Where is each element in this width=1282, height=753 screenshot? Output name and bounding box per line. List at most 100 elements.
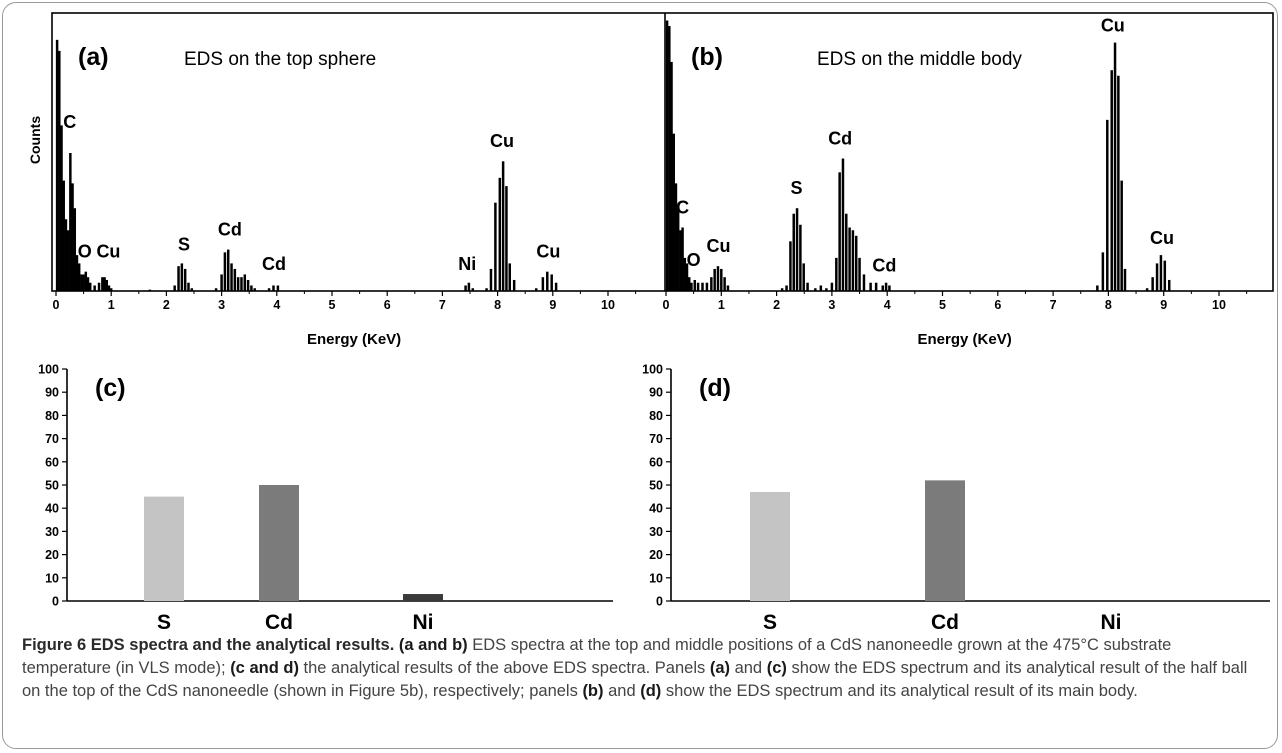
spectrum-point [534, 288, 538, 291]
bar-ni [403, 594, 443, 601]
panel-label: (b) [691, 43, 723, 71]
peak-label: Cu [1101, 15, 1125, 35]
spectrum-point [670, 61, 673, 291]
spectrum-point [180, 263, 184, 291]
spectrum-point [246, 279, 250, 291]
spectrum-point [494, 202, 497, 291]
spectrum-point [71, 183, 74, 291]
peak-label: Cu [707, 236, 731, 256]
spectrum-point [884, 282, 888, 291]
spectrum-point [177, 266, 180, 291]
caption-text: EDS spectra at the top and middle positi… [22, 636, 1172, 677]
y-tick-label: 40 [649, 502, 663, 516]
x-tick-label: 3 [828, 298, 835, 312]
spectrum-point [80, 274, 83, 291]
caption-panel-ref: (a) [709, 659, 730, 677]
spectrum-point [489, 268, 493, 291]
spectrum-point [148, 289, 152, 291]
chart-title: EDS on the middle body [817, 49, 1022, 70]
spectrum-point [1106, 119, 1109, 291]
caption-text: show the EDS spectrum and its analytical… [661, 682, 1138, 700]
x-tick-label: 0 [663, 298, 670, 312]
spectrum-point [802, 263, 805, 291]
spectrum-point [1159, 255, 1163, 291]
spectrum-point [236, 277, 240, 291]
y-tick-label: 0 [656, 595, 663, 609]
spectrum-point [1123, 268, 1127, 291]
spectrum-point [230, 263, 233, 291]
peak-label: C [63, 112, 76, 132]
spectrum-point [705, 282, 709, 291]
spectrum-point [66, 230, 70, 291]
spectrum-point [841, 158, 845, 291]
caption-text: and [730, 659, 767, 677]
peak-label: O [78, 242, 92, 262]
peak-label: Cd [872, 255, 896, 275]
y-tick-label: 100 [642, 363, 663, 377]
spectrum-point [272, 285, 275, 291]
spectrum-point [55, 39, 59, 292]
caption-panel-ref: (b) [582, 682, 604, 700]
x-tick-label: 8 [1105, 298, 1112, 312]
spectrum-point [1151, 277, 1154, 291]
x-tick-label: 8 [494, 298, 501, 312]
category-label: Ni [413, 611, 434, 630]
peak-label: Cd [828, 128, 852, 148]
y-tick-label: 50 [649, 479, 663, 493]
spectrum-point [253, 288, 256, 291]
spectrum-point [77, 263, 81, 291]
caption-panel-ref: (d) [640, 682, 662, 700]
spectrum-point [848, 227, 851, 291]
spectrum-point [467, 282, 471, 291]
spectrum-point [845, 213, 848, 291]
spectrum-point [233, 268, 237, 291]
spectrum-point [550, 274, 553, 291]
spectrum-point [107, 285, 111, 291]
spectrum-point [676, 208, 680, 291]
x-tick-label: 1 [108, 298, 115, 312]
x-tick-label: 4 [273, 298, 280, 312]
x-tick-label: 3 [218, 298, 225, 312]
peak-label: S [791, 178, 803, 198]
x-tick-label: 2 [163, 298, 170, 312]
spectrum-point [713, 268, 716, 291]
category-label: S [157, 611, 171, 630]
spectrum-point [190, 288, 194, 291]
spectrum-point [685, 263, 689, 291]
spectrum-point [73, 208, 77, 291]
spectrum-panel-frame [51, 12, 1274, 292]
spectrum-point [226, 249, 230, 291]
peak-label: S [178, 235, 190, 255]
spectrum-point [701, 282, 704, 291]
spectrum-point [69, 153, 72, 291]
spectrum-point [82, 274, 85, 291]
caption-panel-ref: (a and b) [398, 636, 468, 654]
spectrum-point [881, 285, 885, 291]
peak-label: O [687, 250, 701, 270]
spectrum-point [267, 288, 271, 291]
x-tick-label: 9 [1160, 298, 1167, 312]
spectrum-point [220, 274, 223, 291]
spectrum-chart-a: 0 1 2 3 4 5 6 7 8 9 10 Energy (KeV) Counts (a) EDS on … [27, 39, 637, 348]
peak-label: Ni [458, 254, 476, 274]
panel-label: (c) [95, 374, 126, 402]
spectrum-point [1167, 279, 1171, 291]
spectrum-point [109, 288, 113, 291]
spectrum-point [1163, 260, 1167, 291]
spectrum-point [243, 274, 247, 291]
spectrum-point [1155, 263, 1159, 291]
x-tick-label: 6 [994, 298, 1001, 312]
x-tick-label: 6 [384, 298, 391, 312]
spectrum-point [1113, 42, 1117, 291]
spectrum-point [250, 285, 253, 291]
y-tick-label: 80 [649, 409, 663, 423]
y-tick-label: 100 [38, 363, 59, 377]
peak-label: Cu [1150, 228, 1174, 248]
category-label: S [763, 611, 777, 630]
y-tick-label: 30 [45, 525, 59, 539]
x-tick-label: 4 [884, 298, 891, 312]
spectrum-point [60, 125, 63, 292]
spectrum-point [86, 277, 90, 291]
